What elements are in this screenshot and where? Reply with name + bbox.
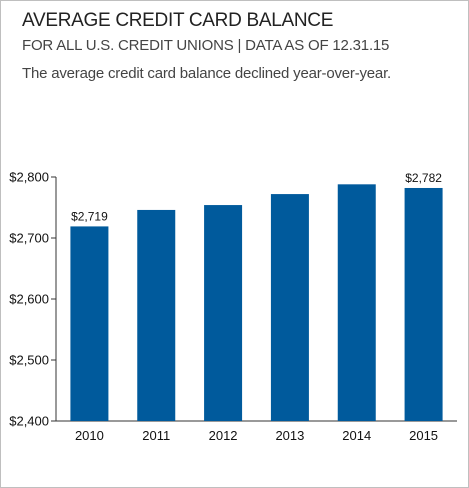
bar-2012	[204, 205, 243, 421]
chart-title: AVERAGE CREDIT CARD BALANCE	[22, 10, 334, 31]
bar-2011	[137, 209, 176, 421]
bar-2015	[404, 187, 443, 421]
chart-note: The average credit card balance declined…	[22, 65, 392, 82]
y-tick-label: $2,400	[9, 414, 49, 429]
x-tick-label: 2015	[409, 428, 438, 443]
data-label: $2,782	[405, 171, 442, 185]
data-label: $2,719	[71, 209, 108, 223]
x-tick-label: 2012	[209, 428, 238, 443]
x-tick-label: 2011	[142, 428, 170, 443]
y-tick-label: $2,600	[9, 292, 49, 307]
x-tick-label: 2014	[342, 428, 371, 443]
chart-subtitle: FOR ALL U.S. CREDIT UNIONS | DATA AS OF …	[22, 37, 390, 54]
x-tick-label: 2010	[75, 428, 104, 443]
bar-2014	[337, 184, 376, 421]
y-tick-label: $2,500	[9, 353, 49, 368]
bar-2013	[270, 194, 309, 421]
x-tick-label: 2013	[275, 428, 304, 443]
bar-2010	[70, 226, 109, 421]
y-tick-label: $2,700	[9, 231, 49, 246]
y-tick-label: $2,800	[9, 170, 49, 185]
